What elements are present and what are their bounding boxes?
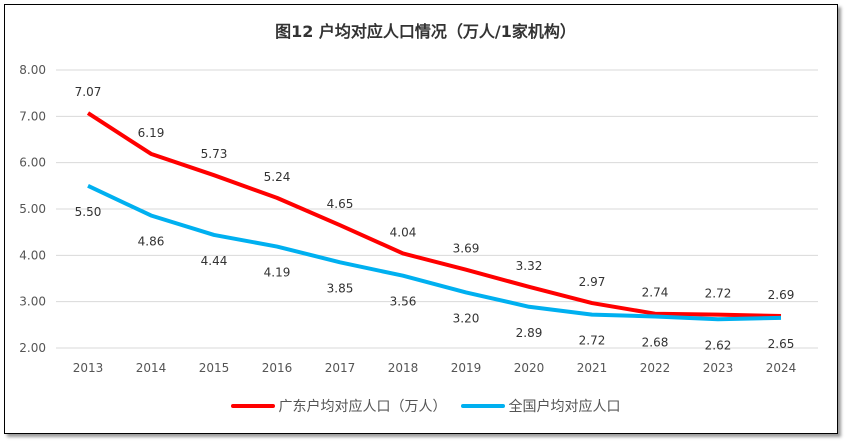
y-tick-label: 2.00: [19, 341, 46, 355]
data-label: 3.85: [327, 281, 354, 295]
series-line-1: [87, 184, 782, 322]
x-tick-label: 2019: [451, 361, 482, 375]
legend-item-national: 全国户均对应人口: [460, 396, 621, 416]
data-label: 5.50: [75, 205, 102, 219]
data-label: 5.24: [264, 170, 291, 184]
x-tick-label: 2020: [514, 361, 545, 375]
legend-label-guangdong: 广东户均对应人口（万人）: [278, 399, 447, 415]
y-tick-label: 7.00: [19, 109, 46, 123]
chart-frame: [4, 4, 838, 434]
data-label: 3.20: [453, 311, 480, 325]
data-label: 2.65: [768, 337, 795, 351]
series-line-0: [86, 111, 782, 319]
data-label: 4.65: [327, 197, 354, 211]
x-tick-label: 2014: [136, 361, 167, 375]
x-tick-label: 2021: [577, 361, 608, 375]
legend: 广东户均对应人口（万人） 全国户均对应人口: [0, 396, 851, 416]
data-label: 4.86: [138, 234, 165, 248]
data-label: 3.32: [516, 259, 543, 273]
data-label: 4.44: [201, 254, 228, 268]
data-label: 2.97: [579, 275, 606, 289]
y-tick-label: 3.00: [19, 295, 46, 309]
y-tick-label: 6.00: [19, 156, 46, 170]
data-label: 4.04: [390, 225, 417, 239]
x-tick-label: 2015: [199, 361, 230, 375]
legend-item-guangdong: 广东户均对应人口（万人）: [230, 396, 447, 416]
data-label: 2.72: [705, 287, 732, 301]
data-label: 3.69: [453, 242, 480, 256]
data-label: 2.74: [642, 286, 669, 300]
y-tick-label: 4.00: [19, 248, 46, 262]
data-label: 3.56: [390, 295, 417, 309]
data-label: 7.07: [75, 85, 102, 99]
legend-swatch-guangdong: [230, 404, 275, 408]
y-tick-label: 5.00: [19, 202, 46, 216]
data-label: 4.19: [264, 266, 291, 280]
x-tick-label: 2013: [73, 361, 104, 375]
legend-swatch-national: [460, 404, 505, 408]
data-label: 2.62: [705, 338, 732, 352]
data-label: 2.69: [768, 288, 795, 302]
data-label: 6.19: [138, 126, 165, 140]
data-label: 2.68: [642, 335, 669, 349]
data-label: 2.89: [516, 326, 543, 340]
data-label: 2.72: [579, 334, 606, 348]
x-tick-label: 2017: [325, 361, 356, 375]
x-tick-label: 2023: [703, 361, 734, 375]
legend-label-national: 全国户均对应人口: [508, 399, 621, 415]
chart-title: 图12 户均对应人口情况（万人/1家机构）: [275, 22, 576, 41]
x-tick-label: 2022: [640, 361, 671, 375]
x-tick-label: 2024: [766, 361, 797, 375]
x-tick-label: 2018: [388, 361, 419, 375]
data-label: 5.73: [201, 147, 228, 161]
x-tick-label: 2016: [262, 361, 293, 375]
y-tick-label: 8.00: [19, 63, 46, 77]
